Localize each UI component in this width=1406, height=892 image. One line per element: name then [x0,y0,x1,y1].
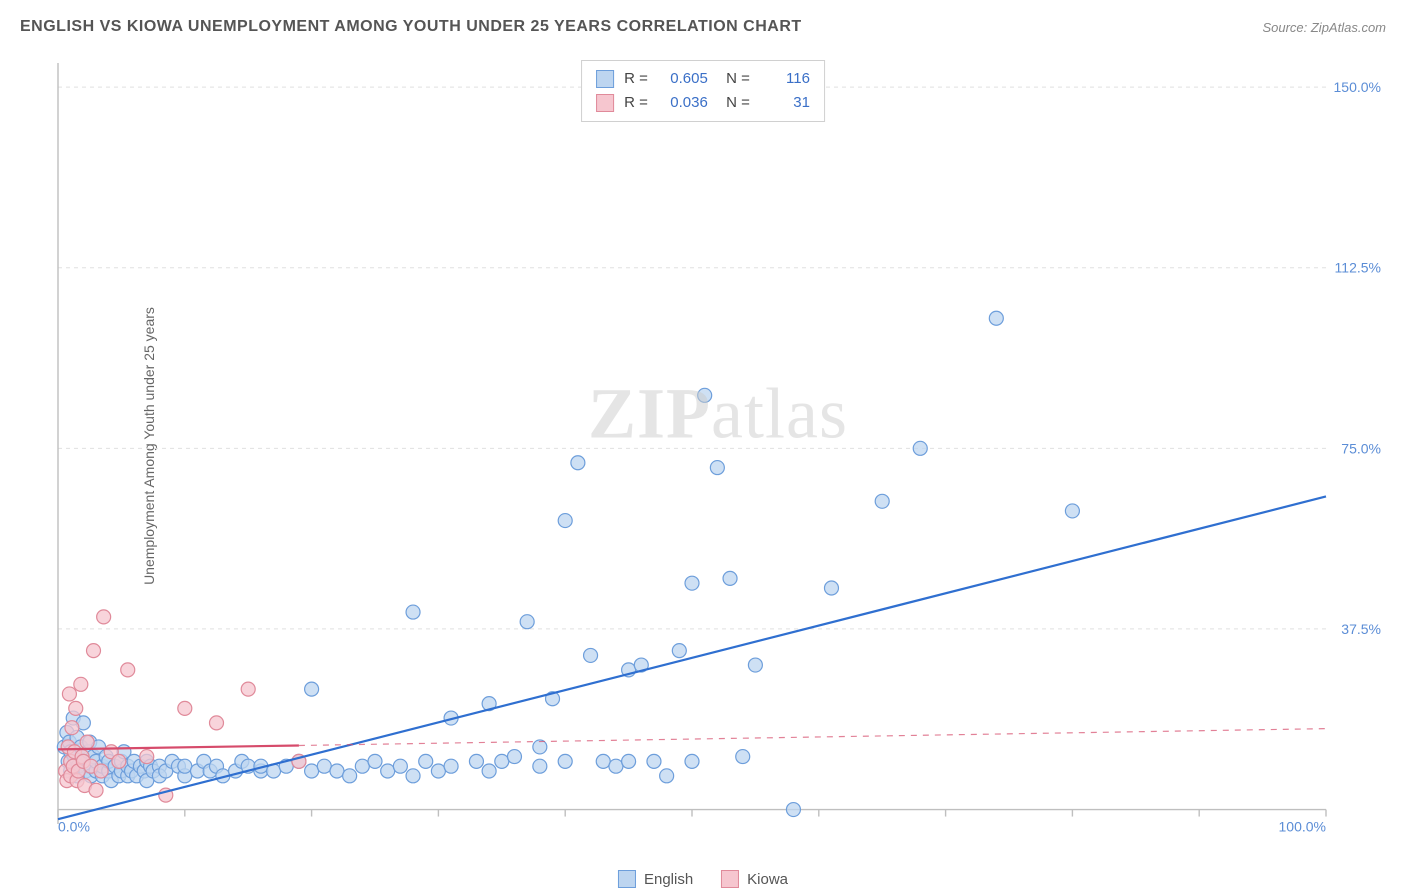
legend-item-kiowa: Kiowa [721,870,788,888]
svg-text:100.0%: 100.0% [1279,819,1326,835]
bottom-legend: English Kiowa [618,870,788,888]
svg-text:0.0%: 0.0% [58,819,90,835]
source-label: Source: ZipAtlas.com [1262,20,1386,35]
stats-legend-box: R =0.605 N =116 R =0.036 N =31 [581,60,825,122]
svg-text:75.0%: 75.0% [1341,440,1381,456]
scatter-chart: 0.0% 100.0% 37.5% 75.0% 112.5% 150.0% [50,55,1386,852]
svg-text:37.5%: 37.5% [1341,621,1381,637]
svg-text:112.5%: 112.5% [1335,260,1381,276]
svg-text:150.0%: 150.0% [1334,79,1381,95]
stats-row-kiowa: R =0.036 N =31 [596,91,810,115]
swatch-english [596,70,614,88]
page-title: ENGLISH VS KIOWA UNEMPLOYMENT AMONG YOUT… [20,18,802,36]
plot-area: ZIPatlas 0.0%100.0%37.5%75.0%112.5%150.0… [50,55,1386,852]
legend-item-english: English [618,870,693,888]
swatch-kiowa [596,94,614,112]
stats-row-english: R =0.605 N =116 [596,67,810,91]
